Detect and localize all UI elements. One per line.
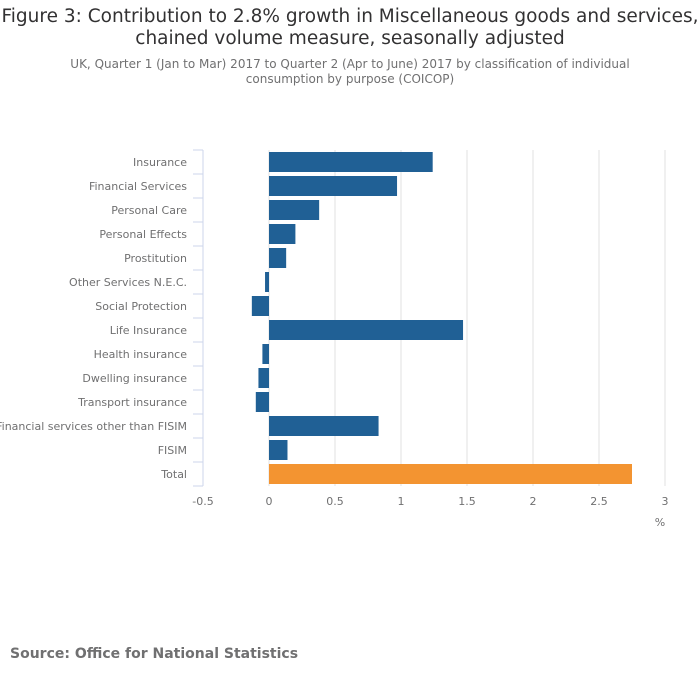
bar-personal-effects [269,224,296,244]
x-tick-label: 2 [530,495,537,508]
category-label: FISIM [158,444,187,457]
bar-dwelling-insurance [258,368,269,388]
chart-title: Figure 3: Contribution to 2.8% growth in… [1,6,699,49]
bar-social-protection [251,296,269,316]
category-label: Social Protection [95,300,187,313]
category-label: Financial services other than FISIM [0,420,187,433]
category-label: Personal Effects [99,228,187,241]
bar-health-insurance [262,344,269,364]
x-tick-label: 0 [266,495,273,508]
bar-fisim [269,440,288,460]
category-label: Health insurance [94,348,188,361]
x-tick-label: 1 [398,495,405,508]
category-label: Other Services N.E.C. [69,276,187,289]
category-label: Life Insurance [110,324,188,337]
category-label: Financial Services [89,180,187,193]
x-tick-label: 3 [662,495,669,508]
category-label: Total [160,468,187,481]
category-label: Transport insurance [77,396,187,409]
x-tick-label: 1.5 [458,495,476,508]
bar-total [269,464,632,484]
category-label: Personal Care [111,204,187,217]
bar-chart: Insurance Financial Services Personal Care… [0,149,669,529]
bar-financial-services-other-than-fisim [269,416,379,436]
chart-subtitle: UK, Quarter 1 (Jan to Mar) 2017 to Quart… [70,57,630,86]
x-tick-label: 2.5 [590,495,608,508]
category-label: Dwelling insurance [82,372,187,385]
bars [251,152,632,484]
x-tick-label: 0.5 [326,495,344,508]
bar-prostitution [269,248,287,268]
category-axis [193,149,204,487]
source-note: Source: Office for National Statistics [10,646,299,662]
category-labels: Insurance Financial Services Personal Care… [0,156,187,481]
category-label: Insurance [133,156,187,169]
bar-transport-insurance [255,392,269,412]
bar-life-insurance [269,320,464,340]
x-axis-ticks: -0.5 0 0.5 1 1.5 2 2.5 3 [192,495,668,508]
bar-personal-care [269,200,320,220]
bar-insurance [269,152,433,172]
bar-other-services-n-e-c [265,272,269,292]
category-label: Prostitution [124,252,187,265]
bar-financial-services [269,176,398,196]
x-tick-label: -0.5 [192,495,213,508]
x-axis-unit-label: % [655,516,665,529]
